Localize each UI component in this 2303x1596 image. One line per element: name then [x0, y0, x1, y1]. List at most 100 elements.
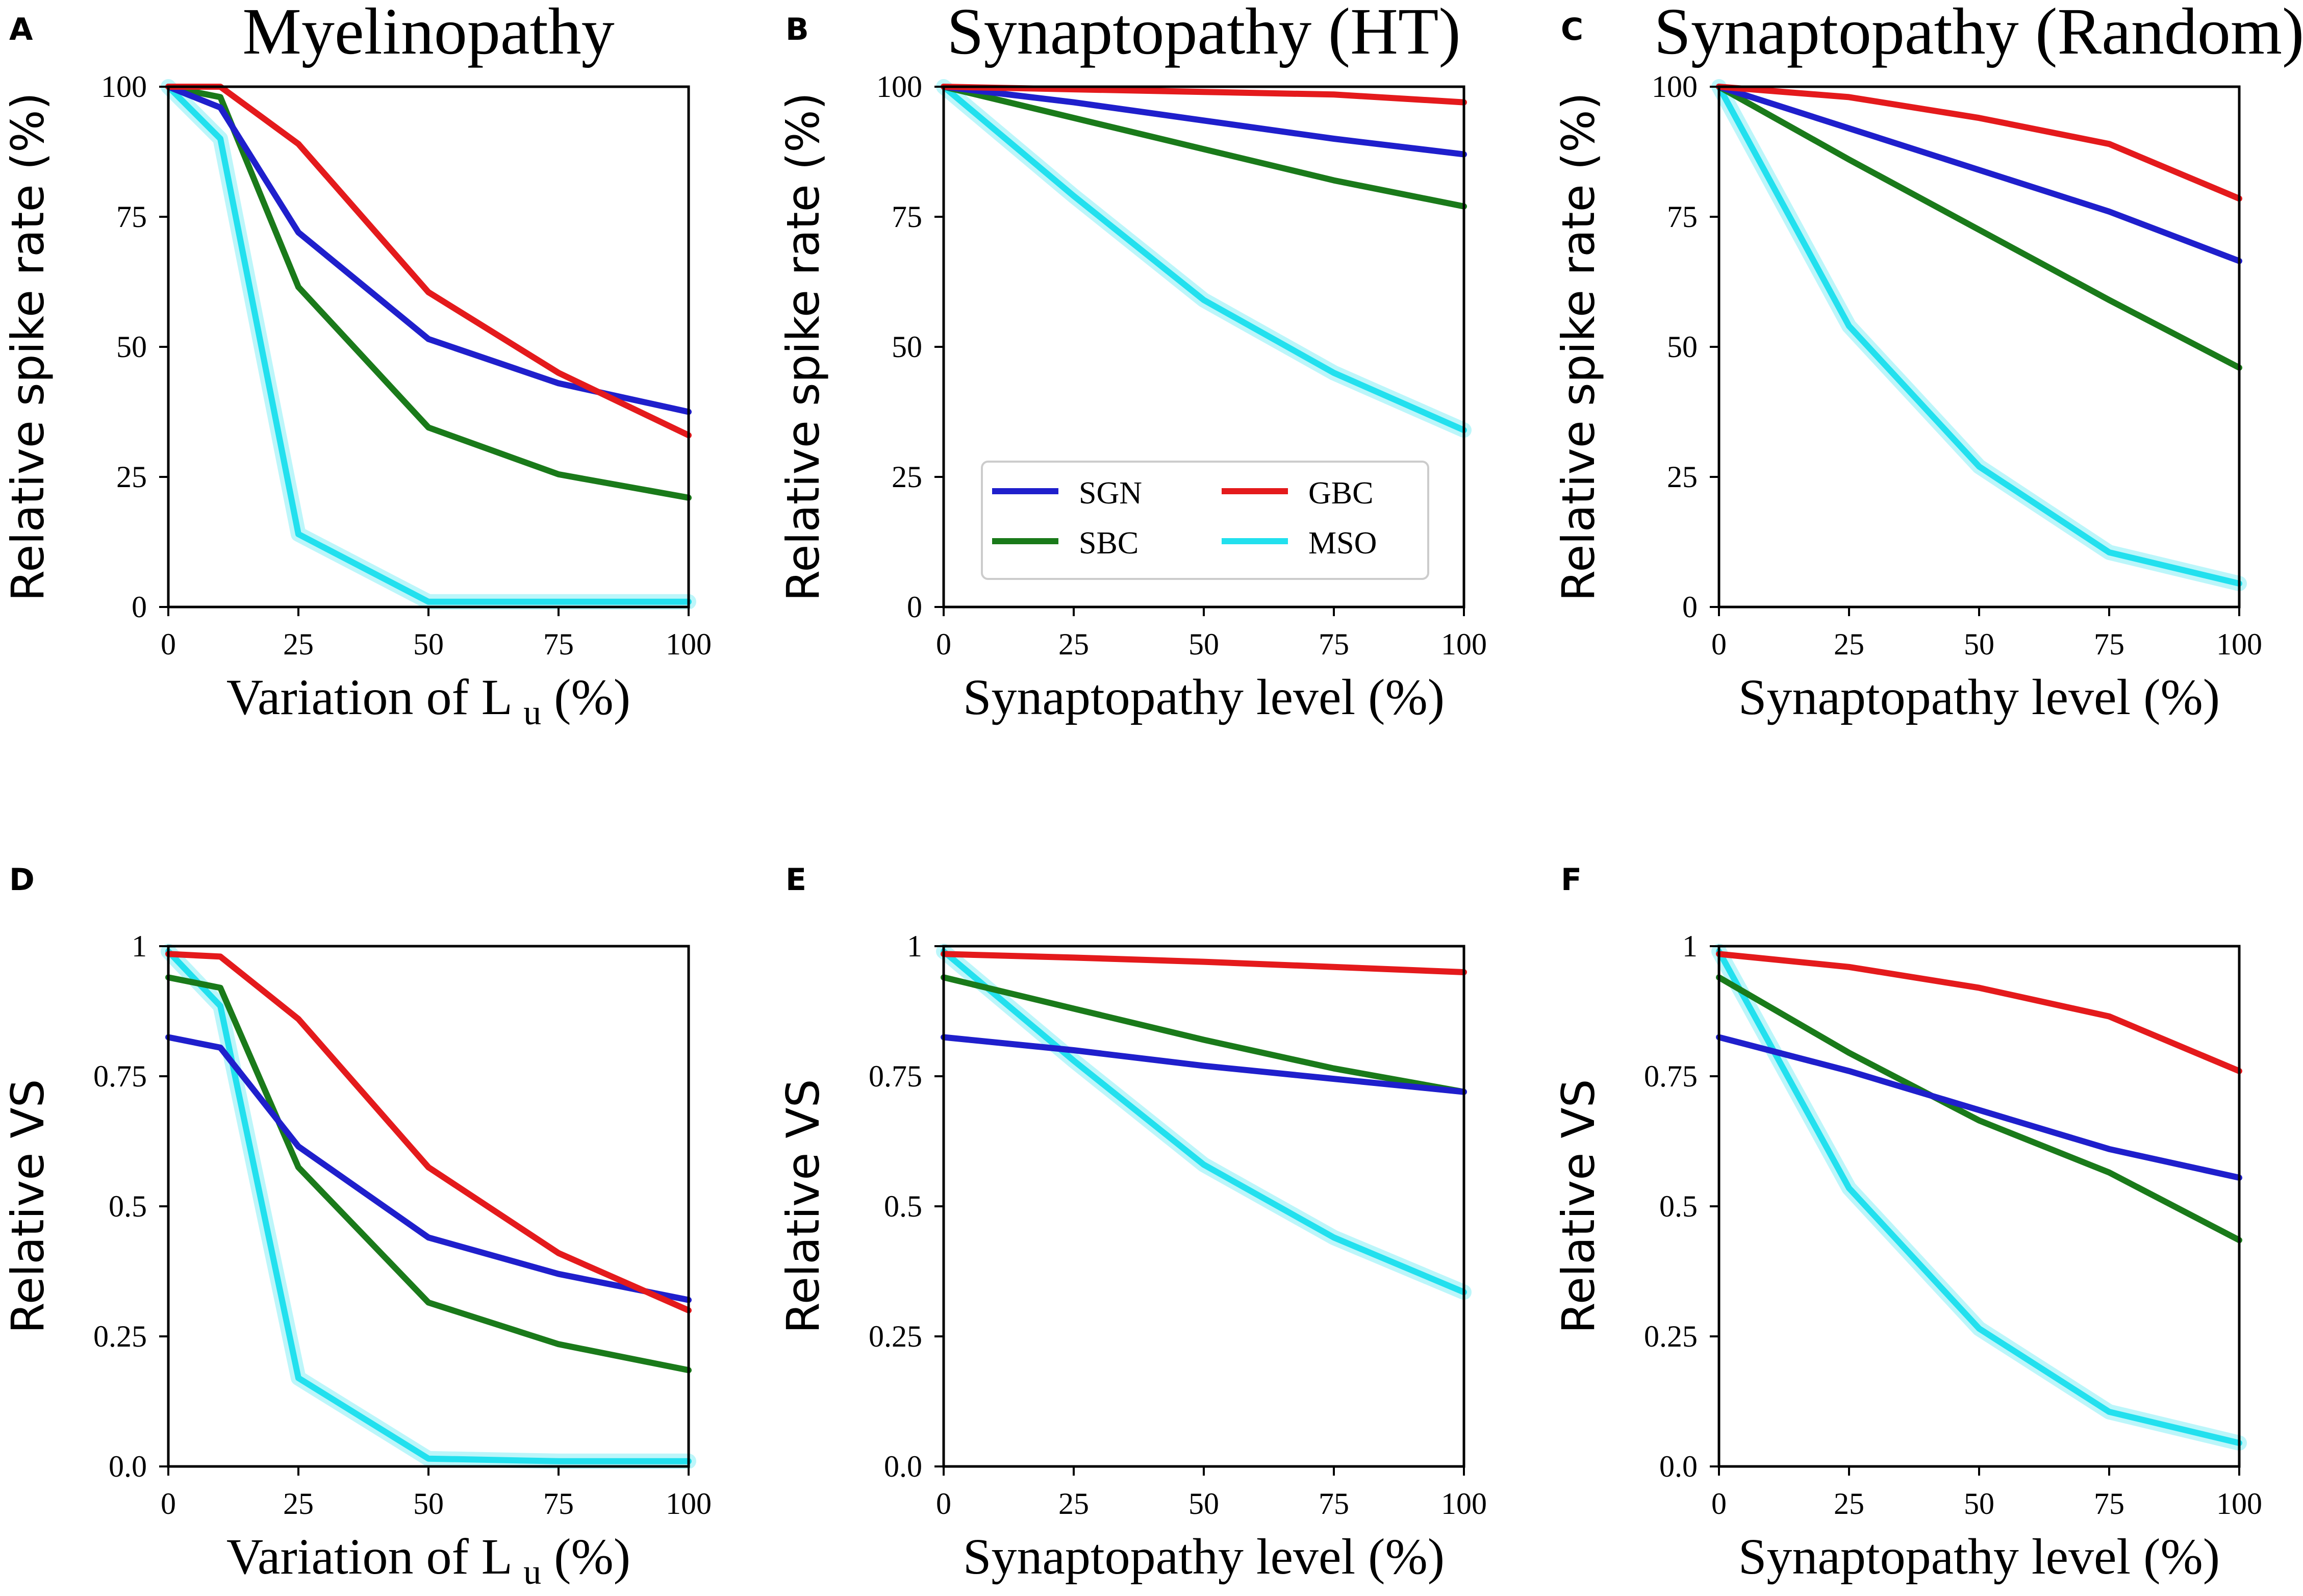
x-tick-label: 100 [2216, 1487, 2262, 1521]
x-tick-label: 75 [1319, 627, 1349, 661]
y-tick-label: 75 [892, 200, 922, 234]
y-tick-label: 0 [907, 590, 922, 624]
y-tick-label: 1 [907, 929, 922, 963]
x-tick-label: 100 [1441, 1487, 1487, 1521]
x-tick-label: 75 [543, 627, 574, 661]
y-tick-label: 25 [1667, 460, 1698, 494]
series-line-sbc [165, 974, 692, 1374]
panel-e: E 0 25 50 75 100 0.0 0.25 0.5 0.75 1 Synaptopathy l… [777, 862, 1487, 1585]
y-tick-label: 0.25 [1644, 1320, 1698, 1353]
y-tick-label: 0.5 [1659, 1189, 1698, 1223]
series-line-gbc [941, 951, 1467, 975]
x-tick-label: 0 [161, 1487, 176, 1521]
legend-label-mso: MSO [1308, 526, 1377, 561]
y-tick-label: 0 [132, 590, 147, 624]
y-tick-label: 50 [892, 330, 922, 364]
panel-d: D 0 25 50 75 100 0.0 0.25 0.5 0.75 1 Variation of L… [2, 862, 712, 1592]
x-axis-label: Synaptopathy level (%) [963, 669, 1445, 725]
x-axis-label: Synaptopathy level (%) [1738, 669, 2220, 725]
panel-c: C Synaptopathy (Random) 0 25 50 75 100 0 25 50 75 1… [1552, 0, 2303, 725]
chart-title: Myelinopathy [242, 0, 614, 68]
y-axis-label: Relative spike rate (%) [777, 92, 829, 601]
y-tick-label: 25 [116, 460, 147, 494]
y-axis-label: Relative spike rate (%) [2, 92, 54, 601]
x-tick-label: 50 [1964, 627, 1994, 661]
series-line-sgn [941, 1034, 1467, 1095]
x-axis-label: Variation of L u (%) [226, 669, 630, 732]
x-tick-label: 0 [936, 1487, 951, 1521]
x-axis-label: Variation of L u (%) [226, 1528, 630, 1592]
series-line-gbc [941, 84, 1467, 106]
panel-label: E [786, 862, 806, 898]
y-tick-label: 0.0 [109, 1450, 147, 1483]
legend: SGN GBC SBC MSO [981, 461, 1429, 580]
series-line-sgn [165, 1034, 692, 1303]
x-tick-label: 25 [1058, 627, 1089, 661]
panel-label: A [9, 12, 33, 47]
x-tick-label: 50 [1188, 627, 1219, 661]
series-line-gbc [165, 951, 692, 1313]
legend-label-gbc: GBC [1308, 476, 1373, 511]
panel-b: B Synaptopathy (HT) 0 25 50 75 100 0 25 50 75 100 Sy… [777, 0, 1487, 725]
x-tick-label: 0 [161, 627, 176, 661]
chart-title: Synaptopathy (Random) [1654, 0, 2303, 68]
x-tick-label: 25 [1058, 1487, 1089, 1521]
legend-label-sbc: SBC [1079, 526, 1138, 561]
x-tick-label: 25 [283, 627, 314, 661]
x-tick-label: 0 [1711, 627, 1727, 661]
x-tick-label: 75 [1319, 1487, 1349, 1521]
y-tick-label: 0.0 [1659, 1450, 1698, 1483]
series-line-mso [941, 84, 1467, 434]
y-tick-label: 100 [876, 70, 922, 104]
y-axis-label: Relative VS [777, 1079, 829, 1334]
series-line-gbc [1716, 84, 2242, 202]
panel-label: F [1561, 862, 1582, 898]
y-tick-label: 0.0 [884, 1450, 922, 1483]
y-tick-label: 0.75 [869, 1059, 922, 1093]
x-tick-label: 25 [283, 1487, 314, 1521]
legend-box [981, 461, 1429, 580]
y-axis-label: Relative VS [2, 1079, 54, 1334]
series-line-sbc [165, 84, 692, 501]
x-tick-label: 100 [666, 1487, 712, 1521]
y-tick-label: 0.75 [93, 1059, 147, 1093]
y-tick-label: 0.25 [93, 1320, 147, 1353]
y-tick-label: 1 [132, 929, 147, 963]
x-tick-label: 0 [1711, 1487, 1727, 1521]
x-tick-label: 50 [413, 1487, 444, 1521]
y-tick-label: 100 [101, 70, 147, 104]
x-axis-label: Synaptopathy level (%) [1738, 1528, 2220, 1585]
legend-label-sgn: SGN [1079, 476, 1142, 511]
x-tick-label: 25 [1834, 627, 1864, 661]
axes-frame [167, 945, 690, 1468]
series-line-mso [165, 84, 692, 605]
chart-title: Synaptopathy (HT) [947, 0, 1460, 68]
y-tick-label: 0.75 [1644, 1059, 1698, 1093]
series-line-sgn [165, 84, 692, 415]
y-tick-label: 50 [116, 330, 147, 364]
series-line-sgn [1716, 1034, 2242, 1181]
y-tick-label: 0.5 [109, 1189, 147, 1223]
panel-label: C [1561, 12, 1583, 47]
series-line-sbc [1716, 974, 2242, 1244]
series-line-sbc [1716, 84, 2242, 371]
series-band-mso [936, 944, 1472, 1300]
series-line-mso [1716, 84, 2242, 587]
x-tick-label: 75 [543, 1487, 574, 1521]
y-tick-label: 50 [1667, 330, 1698, 364]
x-tick-label: 25 [1834, 1487, 1864, 1521]
x-tick-label: 0 [936, 627, 951, 661]
panel-label: D [9, 862, 35, 898]
x-tick-label: 100 [2216, 627, 2262, 661]
x-tick-label: 50 [1964, 1487, 1994, 1521]
series-line-sgn [941, 84, 1467, 158]
series-line-mso [165, 948, 692, 1464]
y-tick-label: 0.5 [884, 1189, 922, 1223]
series-line-sgn [1716, 84, 2242, 264]
x-tick-label: 50 [413, 627, 444, 661]
series-line-mso [1716, 948, 2242, 1447]
series-band-mso [161, 944, 696, 1469]
x-tick-label: 100 [1441, 627, 1487, 661]
x-tick-label: 50 [1188, 1487, 1219, 1521]
